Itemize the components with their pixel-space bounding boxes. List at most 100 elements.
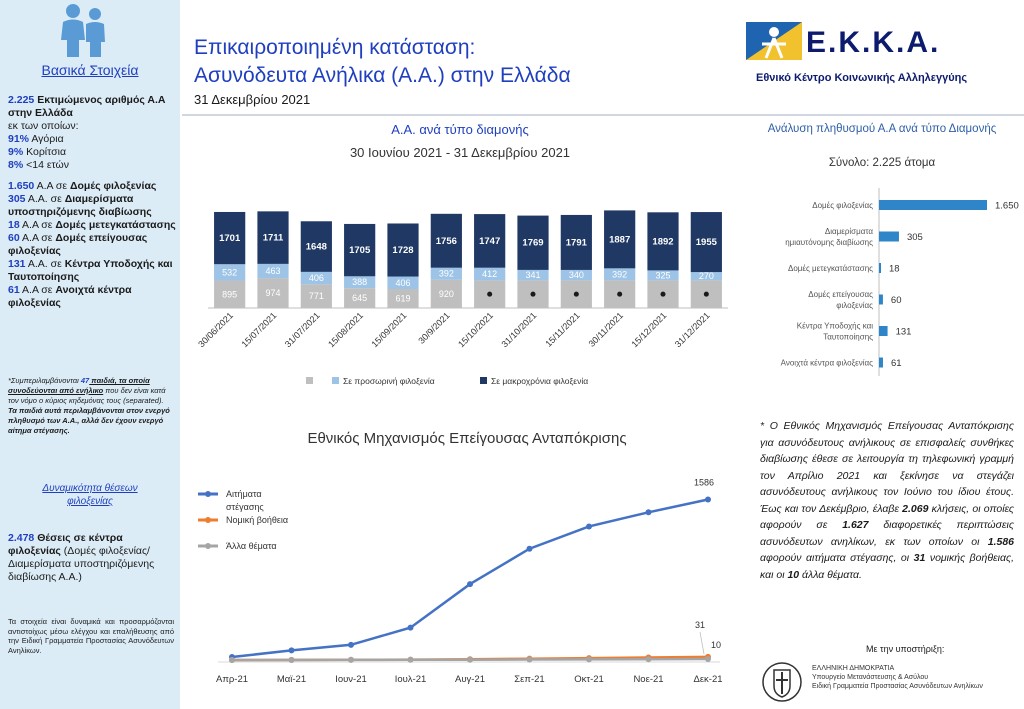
bar-label-longterm: 1648 — [306, 242, 327, 253]
bar-tick-label: 31/12/2021 — [673, 310, 712, 349]
bar-label-temporary: 325 — [655, 270, 670, 280]
bar-label-other: 895 — [222, 289, 237, 299]
acc3-pre: Α.Α σε — [22, 219, 56, 231]
line-data-label: 1586 — [694, 478, 714, 488]
hbar-chart-subtitle: Σύνολο: 2.225 άτομα — [828, 157, 936, 169]
bar-segment-other — [344, 288, 376, 308]
bar-tick-label: 15/10/2021 — [456, 310, 495, 349]
note-bold2: Τα παιδιά αυτά περιλαμβάνονται στον ενερ… — [8, 406, 170, 435]
bar-segment-other — [430, 279, 462, 308]
legend-label-temporary: Σε προσωρινή φιλοξενία — [343, 376, 435, 386]
line-point — [348, 641, 354, 648]
bar-label-temporary: 412 — [482, 269, 497, 279]
bar-segment-temporary — [517, 269, 549, 281]
org-full-name: Εθνικό Κέντρο Κοινωνικής Αλληλεγγύης — [756, 72, 968, 84]
of-which-label: εκ των οποίων: — [8, 120, 79, 132]
line-tick-label: Νοε-21 — [633, 674, 663, 685]
bar-label-temporary: 392 — [439, 269, 454, 279]
hbar-bar — [879, 263, 881, 273]
legend-swatch-temporary — [332, 377, 339, 384]
report-date: 31 Δεκεμβρίου 2021 — [194, 92, 311, 107]
acc5-num: 131 — [8, 258, 26, 270]
line-tick-label: Σεπ-21 — [514, 674, 544, 685]
bar-label-longterm: 1892 — [652, 236, 673, 247]
bar-marker-other — [660, 291, 666, 297]
places-num: 2.478 — [8, 532, 35, 544]
line-chart: Απρ-21 Μαϊ-21 Ιουν-21 Ιουλ-21 Αυγ-21 Σεπ-21 Οκ… — [198, 478, 723, 685]
bar-segment-longterm — [344, 223, 376, 277]
bar-label-temporary: 388 — [352, 277, 367, 287]
line-point — [348, 656, 354, 663]
hbar-bar — [879, 357, 883, 368]
bar-tick-label: 30/9/2021 — [416, 310, 451, 345]
sidebar-footnote: Τα στοιχεία είναι δυναμικά και προσαρμόζ… — [8, 617, 174, 655]
note-rest: που δεν είναι κατά τον νόμο ο κύριος κηδ… — [8, 386, 166, 405]
ekka-logo: Ε.Κ.Κ.Α. Εθνικό Κέντρο Κοινωνικής Αλληλε… — [742, 18, 1002, 88]
bar-label-longterm: 1769 — [522, 238, 543, 249]
bar-label-longterm: 1887 — [609, 234, 630, 245]
note-p4: αφορούν αιτήματα στέγασης, οι — [760, 552, 914, 564]
bar-segment-longterm — [214, 211, 246, 265]
hbar-bar — [879, 231, 899, 242]
under14-label: <14 ετών — [26, 159, 69, 171]
legend-label-longterm: Σε μακροχρόνια φιλοξενία — [491, 376, 588, 386]
bar-segment-temporary — [560, 269, 592, 281]
hbar-category-label: Διαμερίσματα — [825, 227, 873, 236]
bar-label-longterm: 1711 — [263, 233, 284, 244]
note-bold: παιδιά, τα οποία συνοδεύονται από ενήλικ… — [8, 376, 150, 395]
acc5-label: Κέντρα Υποδοχής και Ταυτοποίησης — [8, 258, 173, 283]
bar-segment-other — [387, 288, 419, 308]
acc6-label: Ανοιχτά κέντρα φιλοξενίας — [8, 284, 132, 309]
hbar-category-label: Δομές μετεγκατάστασης — [788, 264, 873, 273]
bar-label-temporary: 532 — [222, 267, 237, 277]
bar-marker-other — [487, 291, 493, 297]
page-title-line2: Ασυνόδευτα Ανήλικα (Α.Α.) στην Ελλάδα — [194, 64, 571, 87]
bar-segment-longterm — [257, 211, 289, 264]
line-point — [645, 509, 652, 516]
line-point — [526, 656, 533, 663]
line-tick-label: Ιουν-21 — [335, 674, 367, 685]
hbar-value-label: 18 — [889, 264, 900, 275]
line-legend-label: Νομική βοήθεια — [226, 515, 288, 525]
gov-line1: ΕΛΛΗΝΙΚΗ ΔΗΜΟΚΡΑΤΙΑ — [812, 665, 895, 672]
acc6-pre: Α.Α σε — [22, 284, 56, 296]
bar-segment-longterm — [300, 221, 332, 272]
key-stats: 2.225 Εκτιμώμενος αριθμός Α.Α στην Ελλάδ… — [8, 94, 178, 310]
bar-label-other: 645 — [352, 293, 367, 303]
boys-label: Αγόρια — [31, 133, 64, 145]
line-point — [705, 655, 711, 662]
line-data-label: 31 — [695, 620, 705, 630]
line-point — [288, 647, 295, 654]
hbar-value-label: 61 — [891, 358, 902, 369]
org-name: Ε.Κ.Κ.Α. — [806, 26, 941, 59]
bar-label-other: 974 — [265, 288, 280, 298]
legend-swatch-other — [306, 377, 313, 384]
bar-chart-title: Α.Α. ανά τύπο διαμονής — [391, 122, 529, 137]
mechanism-note: * Ο Εθνικός Μηχανισμός Επείγουσας Ανταπό… — [760, 418, 1014, 583]
bar-tick-label: 15/09/2021 — [369, 310, 408, 349]
bar-tick-label: 31/07/2021 — [283, 310, 322, 349]
hbar-value-label: 131 — [896, 327, 912, 338]
note-n1: 2.069 — [902, 502, 929, 515]
hbar-bar — [879, 294, 883, 305]
line-tick-label: Αυγ-21 — [455, 674, 485, 685]
acc4-pre: Α.Α σε — [22, 232, 56, 244]
bar-segment-longterm — [474, 214, 506, 268]
bar-label-temporary: 341 — [525, 270, 540, 280]
acc3-num: 18 — [8, 219, 20, 231]
stat-total-label: Εκτιμώμενος αριθμός Α.Α στην Ελλάδα — [8, 94, 166, 119]
line-tick-label: Δεκ-21 — [693, 674, 722, 685]
bar-label-longterm: 1955 — [696, 237, 718, 248]
bar-label-other: 771 — [309, 291, 324, 301]
hbar-chart-title: Ανάλυση πληθυσμού Α.Α ανά τύπο Διαμονής — [767, 123, 997, 135]
line-legend-label: Άλλα θέματα — [226, 541, 277, 551]
hbar-category-label: Ταυτοποίησης — [823, 333, 873, 342]
line-point — [229, 657, 235, 663]
acc2-label: Διαμερίσματα υποστηριζόμενης διαβίωσης — [8, 193, 152, 218]
bar-segment-temporary — [430, 267, 462, 280]
note-n4: 31 — [913, 552, 926, 564]
bar-label-other: 920 — [439, 289, 454, 299]
capacity-stat: 2.478 Θέσεις σε κέντρα φιλοξενίας (Δομές… — [8, 532, 176, 584]
line-point — [467, 581, 473, 588]
hbar-value-label: 305 — [907, 232, 923, 243]
